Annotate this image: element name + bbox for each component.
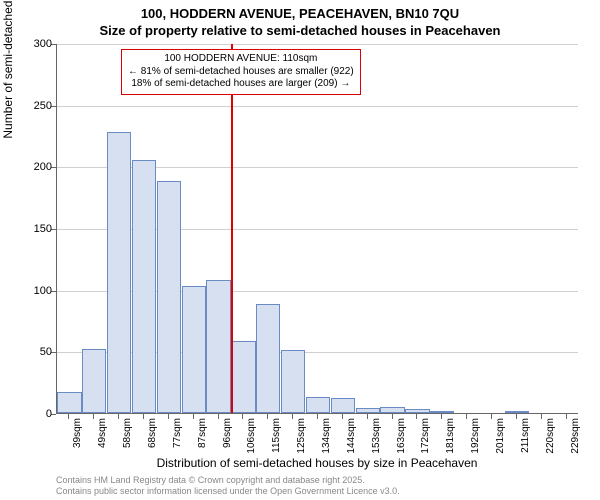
x-tick-label: 87sqm: [197, 418, 208, 460]
x-tick-mark: [516, 414, 517, 419]
annotation-line: 100 HODDERN AVENUE: 110sqm: [128, 53, 354, 66]
y-tick-label: 200: [12, 161, 52, 173]
annotation-line: 18% of semi-detached houses are larger (…: [128, 78, 354, 91]
x-tick-mark: [118, 414, 119, 419]
x-tick-mark: [68, 414, 69, 419]
x-tick-label: 125sqm: [296, 418, 307, 460]
x-tick-mark: [566, 414, 567, 419]
gridline-h: [57, 44, 578, 45]
x-tick-mark: [466, 414, 467, 419]
footer-line-2: Contains public sector information licen…: [56, 486, 400, 497]
histogram-bar: [206, 280, 230, 413]
histogram-bar: [281, 350, 305, 413]
x-tick-label: 163sqm: [396, 418, 407, 460]
x-tick-mark: [541, 414, 542, 419]
y-tick-label: 0: [12, 408, 52, 420]
footer-line-1: Contains HM Land Registry data © Crown c…: [56, 475, 400, 486]
x-tick-label: 106sqm: [246, 418, 257, 460]
x-tick-label: 153sqm: [371, 418, 382, 460]
plot-area: 100 HODDERN AVENUE: 110sqm← 81% of semi-…: [56, 44, 578, 414]
histogram-bar: [57, 392, 81, 413]
x-tick-label: 58sqm: [122, 418, 133, 460]
histogram-bar: [405, 409, 429, 413]
chart-subtitle: Size of property relative to semi-detach…: [0, 23, 600, 40]
y-tick-label: 50: [12, 346, 52, 358]
x-tick-label: 49sqm: [97, 418, 108, 460]
histogram-chart: 100, HODDERN AVENUE, PEACEHAVEN, BN10 7Q…: [0, 0, 600, 500]
x-tick-mark: [342, 414, 343, 419]
x-tick-mark: [168, 414, 169, 419]
x-tick-label: 172sqm: [420, 418, 431, 460]
histogram-bar: [430, 411, 454, 413]
x-tick-label: 181sqm: [445, 418, 456, 460]
x-tick-mark: [317, 414, 318, 419]
x-tick-mark: [392, 414, 393, 419]
x-tick-mark: [491, 414, 492, 419]
histogram-bar: [157, 181, 181, 413]
x-tick-label: 115sqm: [271, 418, 282, 460]
x-tick-mark: [292, 414, 293, 419]
x-tick-label: 77sqm: [172, 418, 183, 460]
x-tick-mark: [267, 414, 268, 419]
histogram-bar: [380, 407, 404, 413]
x-tick-label: 229sqm: [570, 418, 581, 460]
gridline-h: [57, 106, 578, 107]
x-tick-mark: [242, 414, 243, 419]
histogram-bar: [107, 132, 131, 413]
x-tick-mark: [193, 414, 194, 419]
x-tick-mark: [441, 414, 442, 419]
histogram-bar: [505, 411, 529, 413]
annotation-line: ← 81% of semi-detached houses are smalle…: [128, 66, 354, 79]
y-axis-label: Number of semi-detached properties: [1, 0, 15, 139]
x-tick-label: 144sqm: [346, 418, 357, 460]
histogram-bar: [82, 349, 106, 413]
x-tick-mark: [143, 414, 144, 419]
x-tick-label: 39sqm: [72, 418, 83, 460]
histogram-bar: [256, 304, 280, 413]
histogram-bar: [306, 397, 330, 413]
x-tick-mark: [367, 414, 368, 419]
x-tick-label: 134sqm: [321, 418, 332, 460]
histogram-bar: [132, 160, 156, 413]
chart-title: 100, HODDERN AVENUE, PEACEHAVEN, BN10 7Q…: [0, 0, 600, 23]
reference-line: [231, 44, 233, 413]
x-tick-label: 96sqm: [222, 418, 233, 460]
histogram-bar: [356, 408, 380, 413]
x-tick-mark: [416, 414, 417, 419]
histogram-bar: [182, 286, 206, 413]
x-tick-label: 192sqm: [470, 418, 481, 460]
y-tick-label: 250: [12, 100, 52, 112]
y-tick-label: 100: [12, 285, 52, 297]
histogram-bar: [331, 398, 355, 413]
x-tick-mark: [93, 414, 94, 419]
histogram-bar: [231, 341, 255, 413]
x-tick-mark: [218, 414, 219, 419]
y-tick-label: 300: [12, 38, 52, 50]
x-tick-label: 211sqm: [520, 418, 531, 460]
x-tick-label: 201sqm: [495, 418, 506, 460]
x-tick-label: 68sqm: [147, 418, 158, 460]
x-tick-label: 220sqm: [545, 418, 556, 460]
y-tick-label: 150: [12, 223, 52, 235]
footer-attribution: Contains HM Land Registry data © Crown c…: [56, 475, 400, 497]
annotation-box: 100 HODDERN AVENUE: 110sqm← 81% of semi-…: [121, 49, 361, 95]
